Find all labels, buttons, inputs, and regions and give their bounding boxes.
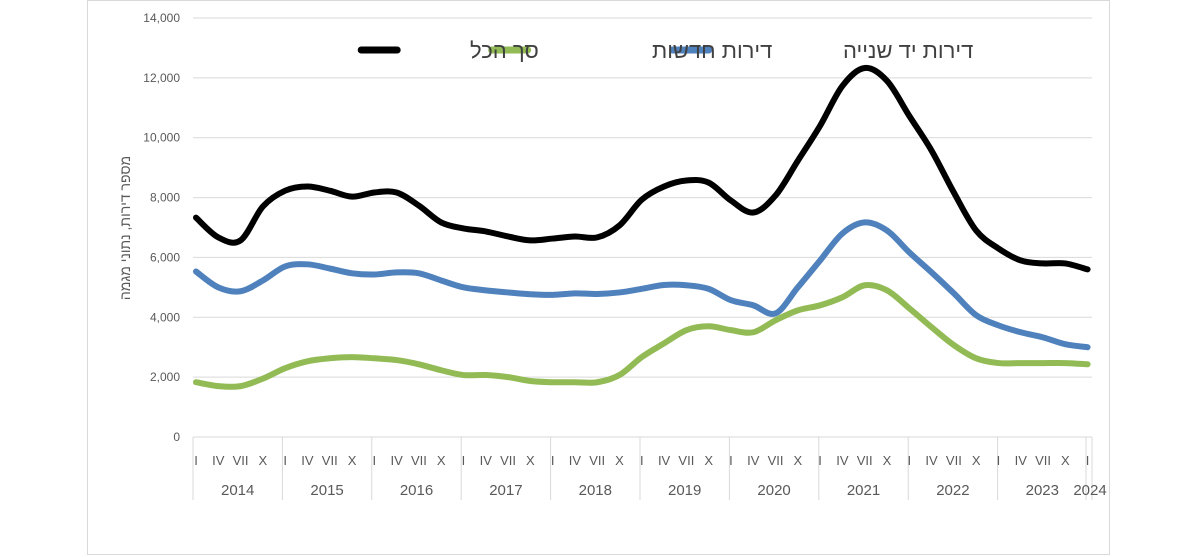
x-quarter-label: I: [373, 453, 377, 468]
x-quarter-label: I: [551, 453, 555, 468]
x-quarter-label: IV: [212, 453, 225, 468]
y-axis-label: מספר דירות, נתוני מגמה: [117, 156, 133, 300]
x-quarter-label: I: [907, 453, 911, 468]
series-line: [193, 281, 1091, 390]
x-quarter-label: VII: [589, 453, 605, 468]
y-tick-label: 14,000: [143, 11, 180, 25]
legend-label: דירות חדשות: [652, 38, 772, 63]
x-quarter-label: X: [437, 453, 446, 468]
x-quarter-label: VII: [768, 453, 784, 468]
x-quarter-label: IV: [658, 453, 671, 468]
x-quarter-label: VII: [500, 453, 516, 468]
x-quarter-label: I: [818, 453, 822, 468]
x-quarter-label: IV: [1015, 453, 1028, 468]
x-year-label: 2019: [668, 482, 701, 499]
x-year-label: 2014: [221, 482, 254, 499]
x-quarter-label: VII: [946, 453, 962, 468]
x-year-label: 2022: [936, 482, 969, 499]
legend-label: סך הכל: [470, 38, 539, 63]
legend-label: דירות יד שנייה: [843, 38, 973, 63]
y-tick-label: 2,000: [150, 370, 180, 384]
y-tick-label: 10,000: [143, 131, 180, 145]
y-tick-label: 0: [173, 430, 180, 444]
x-year-label: 2020: [757, 482, 790, 499]
x-quarter-label: VII: [857, 453, 873, 468]
x-quarter-label: I: [194, 453, 198, 468]
x-year-label: 2015: [310, 482, 343, 499]
x-quarter-label: X: [793, 453, 802, 468]
x-quarter-label: I: [462, 453, 466, 468]
x-quarter-label: X: [615, 453, 624, 468]
y-tick-label: 6,000: [150, 250, 180, 264]
x-quarter-label: IV: [747, 453, 760, 468]
x-quarter-label: X: [348, 453, 357, 468]
x-year-label: 2024: [1073, 482, 1106, 499]
y-tick-label: 8,000: [150, 191, 180, 205]
x-year-label: 2023: [1026, 482, 1059, 499]
x-quarter-label: I: [283, 453, 287, 468]
x-year-label: 2017: [489, 482, 522, 499]
x-quarter-label: X: [259, 453, 268, 468]
x-year-label: 2016: [400, 482, 433, 499]
x-quarter-label: IV: [925, 453, 938, 468]
series-line: [193, 219, 1091, 351]
chart-frame: [87, 0, 1110, 555]
x-quarter-label: IV: [301, 453, 314, 468]
x-quarter-label: I: [729, 453, 733, 468]
y-tick-label: 12,000: [143, 71, 180, 85]
x-quarter-label: I: [1086, 453, 1090, 468]
x-quarter-label: VII: [411, 453, 427, 468]
x-year-label: 2021: [847, 482, 880, 499]
x-quarter-label: IV: [390, 453, 403, 468]
x-quarter-label: I: [640, 453, 644, 468]
series-line: [193, 64, 1091, 273]
x-quarter-label: VII: [678, 453, 694, 468]
x-quarter-label: X: [1061, 453, 1070, 468]
x-quarter-label: VII: [1035, 453, 1051, 468]
legend: דירות יד שנייה דירות חדשות סך הכל: [357, 38, 973, 63]
x-quarter-label: IV: [569, 453, 582, 468]
x-year-label: 2018: [579, 482, 612, 499]
x-quarter-label: I: [997, 453, 1001, 468]
x-quarter-label: X: [526, 453, 535, 468]
x-quarter-label: X: [704, 453, 713, 468]
x-quarter-label: IV: [480, 453, 493, 468]
x-quarter-label: X: [972, 453, 981, 468]
x-quarter-label: X: [883, 453, 892, 468]
x-quarter-label: IV: [836, 453, 849, 468]
x-quarter-label: VII: [233, 453, 249, 468]
y-tick-label: 4,000: [150, 310, 180, 324]
x-quarter-label: VII: [322, 453, 338, 468]
